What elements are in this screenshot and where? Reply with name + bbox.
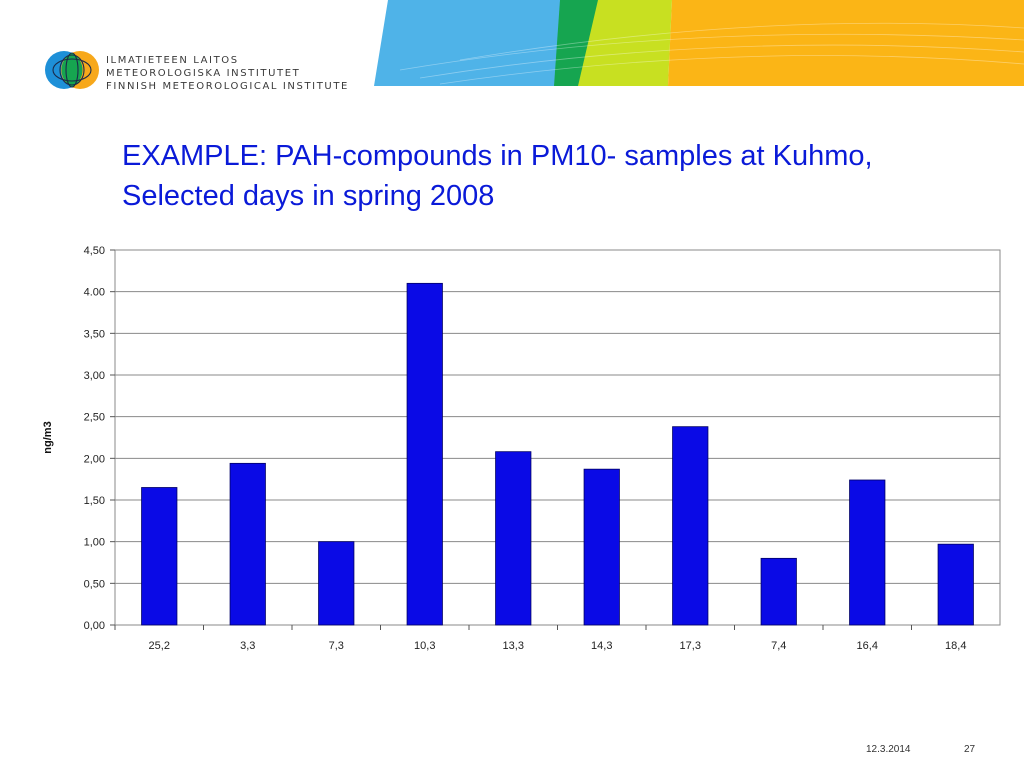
slide-page-number: 27 (964, 744, 976, 755)
x-tick-label: 7,4 (771, 640, 786, 652)
y-tick-label: 4,50 (84, 245, 105, 257)
bar (760, 557, 797, 626)
bar (406, 282, 443, 626)
banner-wave-lines (399, 22, 1024, 85)
bar-chart: 0,00 0,50 1,00 1,50 2,00 2,50 3,00 3,50 4.00 4,50… (42, 245, 1001, 652)
header-banner (374, 0, 1024, 86)
slide-title: EXAMPLE: PAH-compounds in PM10- samples … (122, 136, 1012, 216)
y-tick-label: 1,50 (84, 495, 105, 507)
x-tick-label: 3,3 (240, 640, 255, 652)
x-tick-label: 14,3 (591, 640, 612, 652)
bar (141, 487, 178, 626)
y-tick-label: 3,00 (84, 370, 105, 382)
x-tick-label: 16,4 (857, 640, 878, 652)
bar (672, 426, 709, 626)
bar (937, 543, 974, 626)
x-tick-label: 7,3 (329, 640, 344, 652)
banner-blue-stripe (374, 0, 575, 86)
banner-green-stripe (554, 0, 600, 86)
y-tick-label: 3,50 (84, 328, 105, 340)
bar (849, 479, 886, 626)
x-tick-label: 13,3 (503, 640, 524, 652)
slide-title-line-2: Selected days in spring 2008 (122, 180, 495, 212)
bar (229, 462, 266, 626)
bar (583, 468, 620, 626)
y-tick-label: 0,50 (84, 578, 105, 590)
x-tick-label: 18,4 (945, 640, 966, 652)
y-tick-label: 1,00 (84, 537, 105, 549)
organization-name-sv: METEOROLOGISKA INSTITUTET (106, 68, 301, 79)
bar (495, 451, 532, 626)
organization-name-en: FINNISH METEOROLOGICAL INSTITUTE (106, 81, 349, 92)
y-tick-label: 0,00 (84, 620, 105, 632)
x-tick-label: 25,2 (149, 640, 170, 652)
x-tick-label: 10,3 (414, 640, 435, 652)
y-axis-label: ng/m3 (42, 421, 54, 453)
organization-name-fi: ILMATIETEEN LAITOS (106, 55, 239, 66)
y-tick-label: 2,00 (84, 453, 105, 465)
banner-lime-stripe (578, 0, 672, 86)
slide-date: 12.3.2014 (866, 744, 911, 755)
slide-title-line-1: EXAMPLE: PAH-compounds in PM10- samples … (122, 140, 873, 172)
y-tick-label: 2,50 (84, 412, 105, 424)
bar (318, 541, 355, 626)
banner-orange-stripe (668, 0, 1024, 86)
y-tick-label: 4.00 (84, 287, 105, 299)
x-tick-label: 17,3 (680, 640, 701, 652)
fmi-logo-icon (45, 51, 99, 89)
